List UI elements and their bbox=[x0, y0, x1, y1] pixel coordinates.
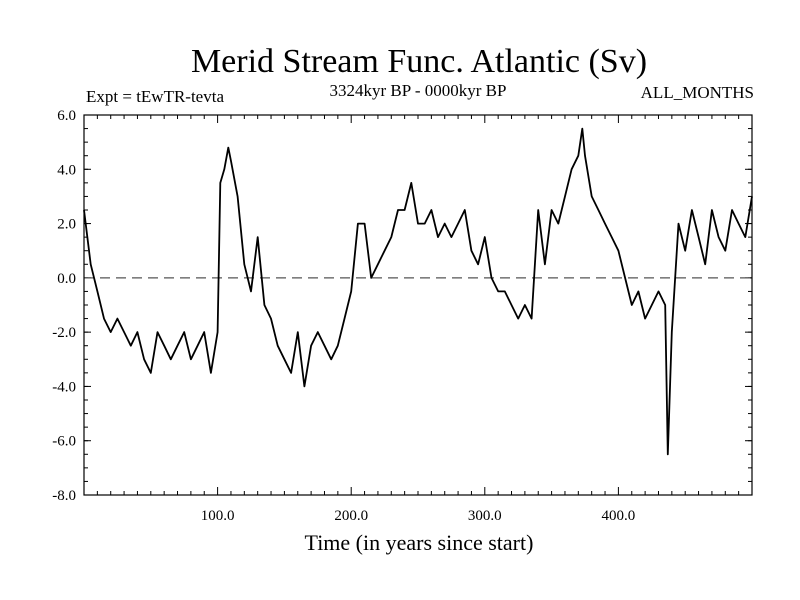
x-axis-label: Time (in years since start) bbox=[305, 530, 534, 555]
months-label: ALL_MONTHS bbox=[641, 83, 754, 102]
experiment-label: Expt = tEwTR-tevta bbox=[86, 87, 224, 106]
y-tick-label: 6.0 bbox=[57, 108, 76, 124]
y-tick-label: -8.0 bbox=[52, 488, 76, 504]
y-tick-label: 4.0 bbox=[57, 162, 76, 178]
x-tick-label: 100.0 bbox=[201, 508, 235, 524]
x-tick-label: 300.0 bbox=[468, 508, 502, 524]
y-tick-label: 0.0 bbox=[57, 271, 76, 287]
plot-frame bbox=[83, 114, 753, 496]
series-line bbox=[83, 127, 753, 456]
y-tick-label: -2.0 bbox=[52, 325, 76, 341]
chart-title: Merid Stream Func. Atlantic (Sv) bbox=[191, 43, 647, 80]
x-tick-label: 200.0 bbox=[334, 508, 368, 524]
time-range-label: 3324kyr BP - 0000kyr BP bbox=[330, 81, 507, 100]
x-axis: 100.0 200.0 300.0 400.0 bbox=[83, 115, 753, 524]
x-tick-label: 400.0 bbox=[602, 508, 636, 524]
y-tick-label: -4.0 bbox=[52, 379, 76, 395]
y-axis: -8.0 -6.0 -4.0 -2.0 0.0 2.0 4.0 6.0 bbox=[52, 108, 752, 504]
y-tick-label: 2.0 bbox=[57, 217, 76, 233]
y-tick-label: -6.0 bbox=[52, 434, 76, 450]
